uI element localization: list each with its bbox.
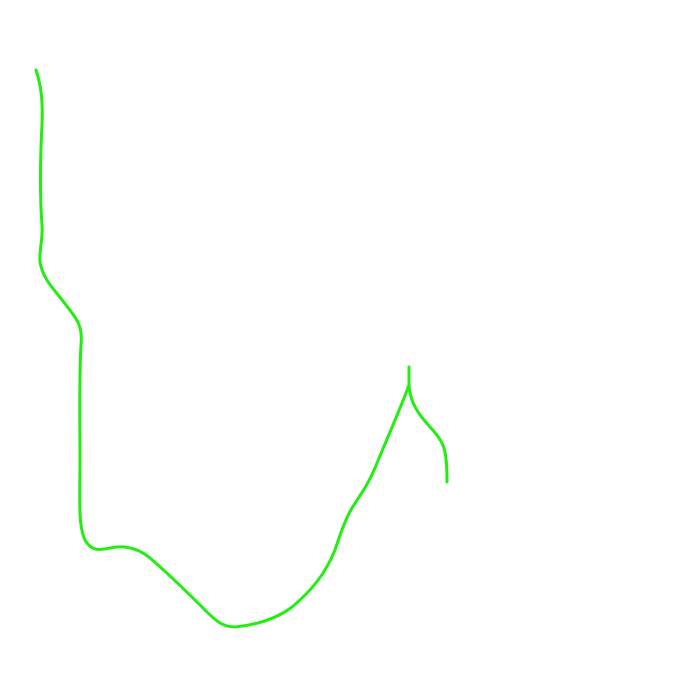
- main-curve: [34, 68, 411, 629]
- branch-curve: [407, 383, 449, 484]
